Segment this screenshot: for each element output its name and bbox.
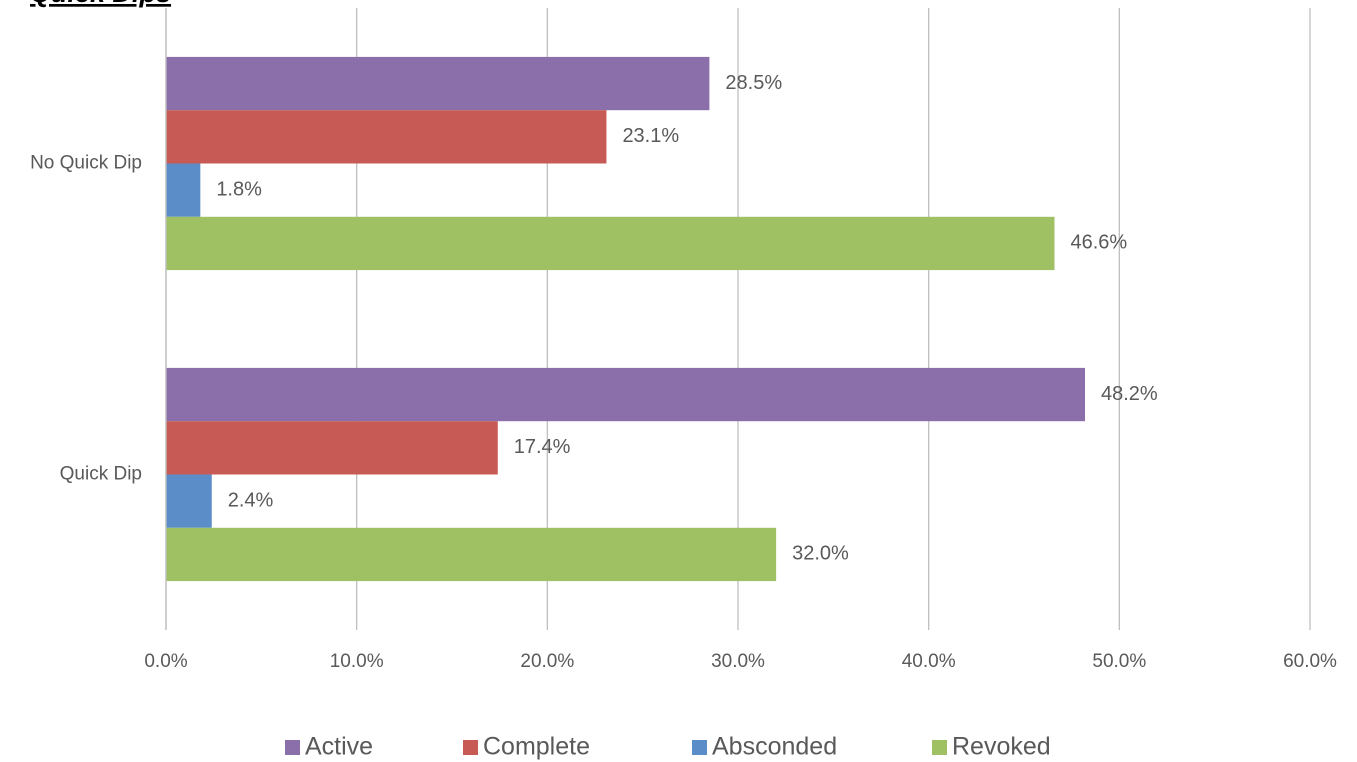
bar — [166, 474, 212, 528]
bar — [166, 216, 1055, 271]
legend-label: Revoked — [952, 733, 1051, 761]
data-label: 23.1% — [622, 125, 679, 147]
bar — [166, 56, 710, 111]
data-label: 2.4% — [228, 489, 274, 511]
x-tick-label: 30.0% — [711, 651, 765, 672]
bar — [166, 367, 1086, 422]
legend-swatch — [285, 740, 300, 755]
x-tick-label: 40.0% — [902, 651, 956, 672]
data-label: 48.2% — [1101, 383, 1158, 405]
y-tick-label: Quick Dip — [60, 464, 142, 485]
x-tick-label: 50.0% — [1092, 651, 1146, 672]
data-label: 32.0% — [792, 543, 849, 565]
bar — [166, 163, 201, 217]
chart-title: Quick Dips — [30, 0, 171, 8]
legend-swatch — [932, 740, 947, 755]
x-tick-label: 0.0% — [144, 651, 187, 672]
x-tick-label: 10.0% — [330, 651, 384, 672]
data-label: 28.5% — [725, 72, 782, 94]
x-tick-label: 20.0% — [520, 651, 574, 672]
data-label: 46.6% — [1071, 232, 1128, 254]
x-tick-label: 60.0% — [1283, 651, 1337, 672]
bar — [166, 421, 498, 475]
y-tick-label: No Quick Dip — [30, 153, 142, 174]
bar — [166, 110, 607, 164]
legend-swatch — [463, 740, 478, 755]
data-label: 17.4% — [514, 436, 571, 458]
legend-label: Active — [305, 733, 373, 761]
legend-label: Absconded — [712, 733, 837, 761]
legend-label: Complete — [483, 733, 590, 761]
bar — [166, 527, 777, 582]
data-label: 1.8% — [216, 178, 262, 200]
legend-swatch — [692, 740, 707, 755]
